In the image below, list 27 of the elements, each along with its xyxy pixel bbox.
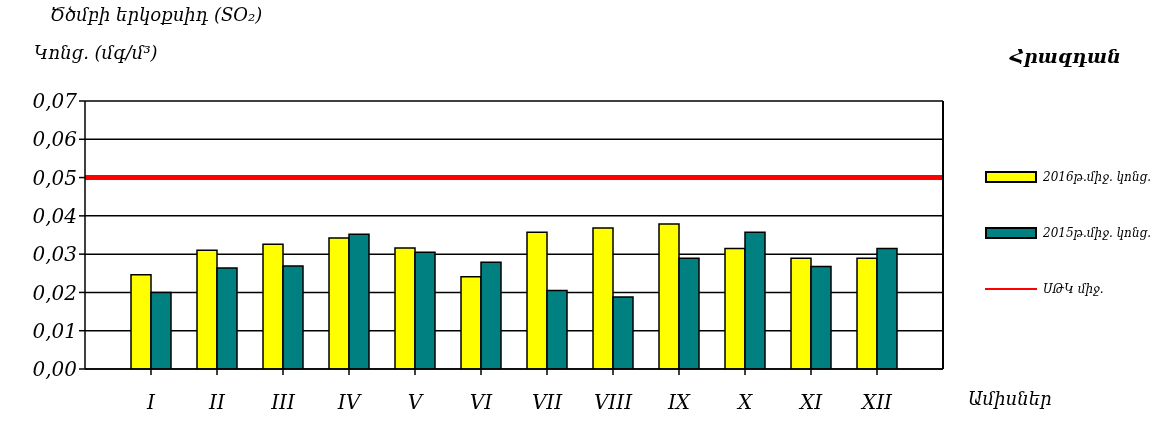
legend-label: ՍԹԿ միջ.: [1043, 282, 1104, 296]
legend-label: 2015թ.միջ. կոնց.: [1043, 226, 1152, 240]
x-tick-label: I: [146, 390, 157, 415]
x-tick-label: X: [735, 390, 753, 415]
x-tick-label: IV: [336, 390, 363, 415]
x-tick-label: XII: [859, 390, 894, 415]
x-tick-label: V: [407, 390, 425, 415]
y-tick-label: 0,01: [32, 318, 77, 343]
y-axis-title: Կոնց. (մգ/մ³): [34, 42, 158, 63]
x-axis-title: Ամիսներ: [968, 388, 1052, 409]
x-tick-label: VII: [531, 390, 564, 415]
y-tick-label: 0,06: [32, 127, 78, 152]
y-tick-label: 0,04: [32, 203, 77, 228]
y-tick-label: 0,02: [32, 280, 77, 305]
x-tick-label: VIII: [593, 390, 634, 415]
x-tick-label: IX: [666, 390, 691, 415]
x-tick-label: VI: [469, 390, 494, 415]
y-tick-label: 0,07: [32, 89, 78, 114]
x-tick-label: III: [270, 390, 296, 415]
text: Հրազդան: [1010, 45, 1121, 67]
y-tick-label: 0,03: [32, 242, 77, 267]
x-tick-label: II: [208, 390, 226, 415]
y-tick-label: 0,00: [32, 357, 78, 382]
x-tick-label: XI: [797, 390, 824, 415]
chart-title: Ծծմբի երկօքսիդ (SO₂): [50, 4, 263, 25]
legend-label: 2016թ.միջ. կոնց.: [1043, 170, 1152, 184]
y-tick-label: 0,05: [32, 165, 77, 190]
